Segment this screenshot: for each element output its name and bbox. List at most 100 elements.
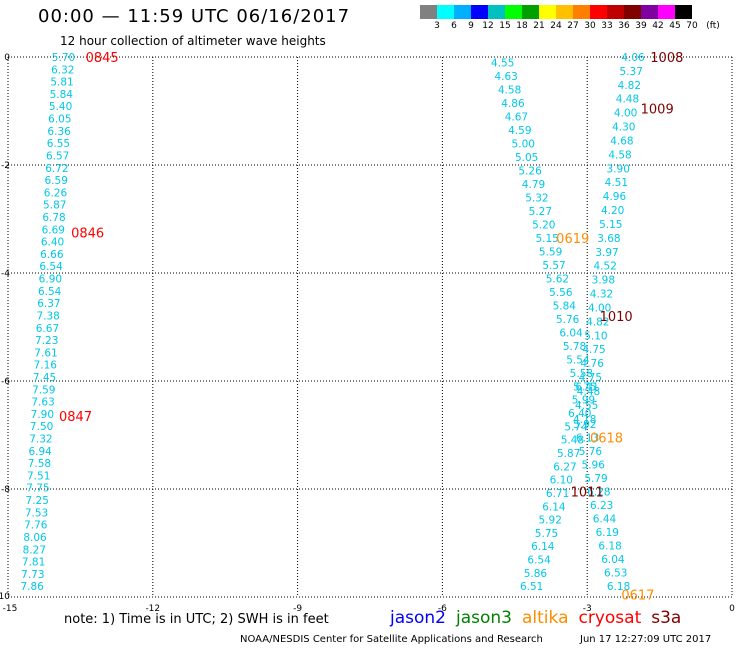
wave-height-value: 6.90 xyxy=(39,274,62,286)
wave-height-value: 6.40 xyxy=(41,237,64,249)
wave-height-value: 5.75 xyxy=(535,528,558,540)
scale-swatch xyxy=(522,5,539,19)
wave-height-value: 4.86 xyxy=(501,98,525,110)
wave-height-value: 6.72 xyxy=(45,163,68,175)
wave-height-value: 4.82 xyxy=(586,316,609,328)
generated-timestamp: Jun 17 12:27:09 UTC 2017 xyxy=(580,634,712,645)
wave-height-value: 5.15 xyxy=(599,219,622,231)
wave-height-value: 7.73 xyxy=(21,569,44,581)
wave-height-value: 4.00 xyxy=(614,108,637,120)
wave-height-value: 4.67 xyxy=(505,111,528,123)
page-title: 00:00 — 11:59 UTC 06/16/2017 xyxy=(38,6,351,27)
page-subtitle: 12 hour collection of altimeter wave hei… xyxy=(60,34,326,48)
pass-time-label: 1011 xyxy=(571,486,604,501)
scale-swatch xyxy=(641,5,658,19)
scale-tick-label: 9 xyxy=(468,21,474,31)
wave-height-value: 5.87 xyxy=(43,200,66,212)
wave-height-value: 5.20 xyxy=(532,219,555,231)
wave-height-value: 5.86 xyxy=(524,568,548,580)
wave-height-value: 4.51 xyxy=(605,177,628,189)
wave-height-value: 5.59 xyxy=(539,246,562,258)
wave-height-value: 5.40 xyxy=(49,101,72,113)
scale-tick-label: 33 xyxy=(601,21,613,31)
x-tick-label: -15 xyxy=(3,604,18,614)
wave-height-value: 5.74 xyxy=(564,421,588,433)
scale-tick-label: 24 xyxy=(550,21,562,31)
wave-height-value: 5.05 xyxy=(515,152,538,164)
wave-height-value: 6.18 xyxy=(607,581,630,593)
wave-height-value: 4.68 xyxy=(610,135,633,147)
scale-tick-label: 39 xyxy=(635,21,647,31)
wave-height-value: 3.68 xyxy=(597,233,620,245)
wave-height-value: 6.54 xyxy=(39,261,63,273)
wave-height-value: 6.59 xyxy=(45,175,68,187)
wave-height-value: 6.14 xyxy=(531,541,555,553)
wave-height-value: 3.90 xyxy=(607,163,630,175)
wave-height-value: 7.45 xyxy=(33,372,56,384)
x-tick-label: -3 xyxy=(583,604,592,614)
wave-height-value: 4.48 xyxy=(577,386,600,398)
wave-height-value: 5.00 xyxy=(512,138,535,150)
scale-swatch xyxy=(488,5,505,19)
y-tick-label: -10 xyxy=(0,592,10,602)
scale-tick-label: 42 xyxy=(652,21,664,31)
wave-height-value: 5.70 xyxy=(52,52,75,64)
wave-height-value: 4.18 xyxy=(573,414,596,426)
wave-height-value: 6.71 xyxy=(546,488,569,500)
scale-tick-label: 30 xyxy=(584,21,596,31)
wave-height-color-scale: 3 6 9 12 15 18 21 24 27 30 33 36 39 42 45 70 (ft) xyxy=(420,5,720,33)
wave-height-value: 7.16 xyxy=(34,360,58,372)
mission-legend-item: cryosat xyxy=(578,608,642,628)
pass-time-label: 1009 xyxy=(641,102,674,117)
wave-height-value: 7.58 xyxy=(28,458,51,470)
wave-height-value: 8.27 xyxy=(23,544,46,556)
wave-height-value: 6.78 xyxy=(42,212,65,224)
wave-height-value: 6.40 xyxy=(568,408,591,420)
wave-height-value: 6.04 xyxy=(601,554,625,566)
wave-height-value: 6.05 xyxy=(48,114,71,126)
wave-height-value: 5.15 xyxy=(535,233,558,245)
scale-tick-label: 18 xyxy=(516,21,528,31)
wave-height-value: 6.55 xyxy=(47,138,70,150)
pass-time-label: 0619 xyxy=(556,232,589,247)
wave-height-value: 4.76 xyxy=(581,358,605,370)
wave-height-value: 6.27 xyxy=(553,461,576,473)
wave-height-value: 4.06 xyxy=(621,52,645,64)
wave-height-value: 5.56 xyxy=(549,287,573,299)
x-tick-label: 0 xyxy=(729,604,735,614)
wave-height-value: 4.82 xyxy=(618,80,641,92)
wave-height-value: 5.62 xyxy=(546,273,569,285)
wave-height-value: 4.55 xyxy=(491,57,514,69)
scale-tick-label: 27 xyxy=(567,21,579,31)
wave-height-value: 3.98 xyxy=(592,275,615,287)
scale-tick-label: 70 xyxy=(686,21,698,31)
wave-height-value: 5.32 xyxy=(525,192,548,204)
wave-height-value: 5.76 xyxy=(556,314,580,326)
wave-height-value: 7.38 xyxy=(36,310,59,322)
credit-line: NOAA/NESDIS Center for Satellite Applica… xyxy=(240,634,543,645)
y-tick-label: -2 xyxy=(1,161,10,171)
wave-height-value: 5.78 xyxy=(563,341,586,353)
wave-height-value: 5.87 xyxy=(557,448,580,460)
color-scale-ticks: 3 6 9 12 15 18 21 24 27 30 33 36 39 42 45 70 (ft) xyxy=(420,19,720,33)
y-tick-label: 0 xyxy=(4,53,10,63)
wave-height-value: 5.26 xyxy=(518,165,542,177)
color-scale-swatches xyxy=(420,5,692,19)
wave-height-value: 4.00 xyxy=(588,302,611,314)
wave-height-value: 6.69 xyxy=(42,224,65,236)
wave-height-value: 6.53 xyxy=(604,568,627,580)
pass-time-label: 1010 xyxy=(600,310,633,325)
wave-height-value: 4.32 xyxy=(590,289,613,301)
wave-height-value: 6.67 xyxy=(36,323,59,335)
wave-height-value: 5.84 xyxy=(50,89,74,101)
wave-height-value: 7.75 xyxy=(26,483,49,495)
wave-height-value: 6.32 xyxy=(51,64,74,76)
scale-swatch xyxy=(437,5,454,19)
wave-height-value: 5.84 xyxy=(553,300,577,312)
wave-height-value: 5.27 xyxy=(529,206,552,218)
wave-height-value: 6.54 xyxy=(527,555,551,567)
wave-height-value: 5.79 xyxy=(584,473,607,485)
wave-height-value: 6.10 xyxy=(550,475,573,487)
wave-height-value: 5.57 xyxy=(542,260,565,272)
